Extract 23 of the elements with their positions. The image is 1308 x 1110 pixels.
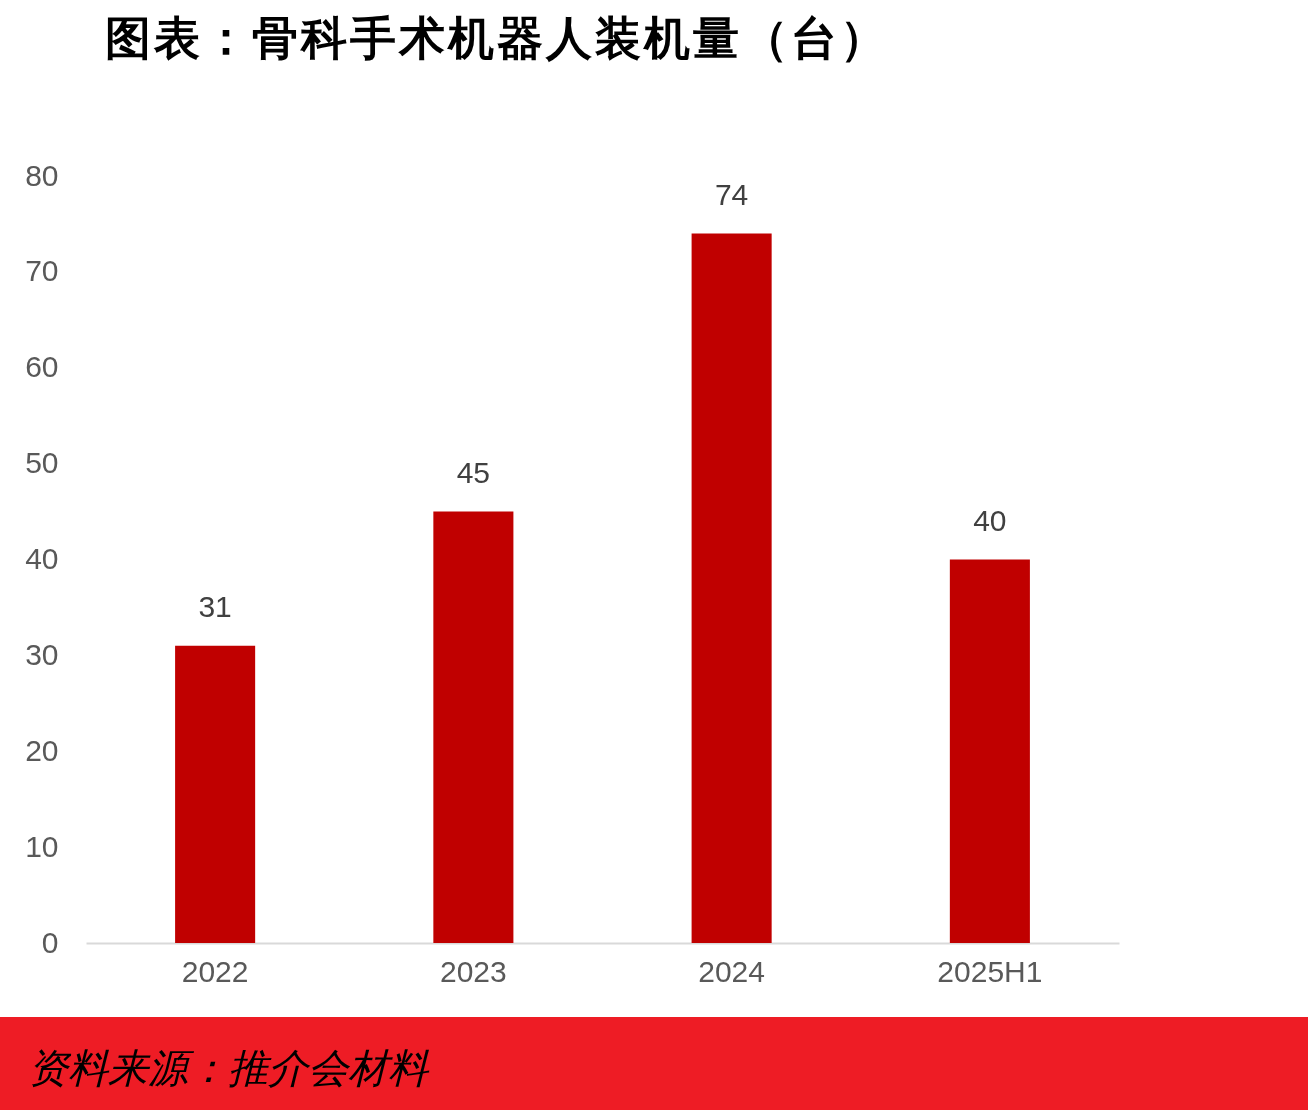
data-label: 31 [198, 589, 232, 623]
y-tick-label: 30 [25, 637, 59, 671]
data-label: 40 [973, 503, 1007, 537]
data-label: 74 [714, 177, 749, 211]
chart-title: 图表：骨科手术机器人装机量（台） [105, 10, 889, 67]
y-tick-label: 20 [25, 733, 59, 767]
x-tick-label: 2022 [181, 954, 249, 988]
bar [691, 233, 772, 943]
bar [175, 645, 256, 943]
y-tick-label: 50 [25, 446, 59, 480]
data-label: 45 [456, 455, 491, 489]
y-tick-label: 10 [25, 829, 59, 863]
y-tick-label: 40 [25, 542, 59, 575]
y-tick-label: 0 [41, 925, 59, 959]
bar [949, 559, 1030, 943]
x-tick-label: 2023 [440, 954, 507, 988]
bar [433, 511, 514, 943]
text: 资料来源：推介会材料 [28, 1044, 428, 1093]
x-tick-label: 2024 [698, 954, 765, 988]
x-tick-label: 2025H1 [937, 954, 1043, 988]
y-tick-label: 80 [25, 158, 59, 192]
y-tick-label: 60 [25, 350, 59, 384]
y-tick-label: 70 [25, 254, 59, 288]
